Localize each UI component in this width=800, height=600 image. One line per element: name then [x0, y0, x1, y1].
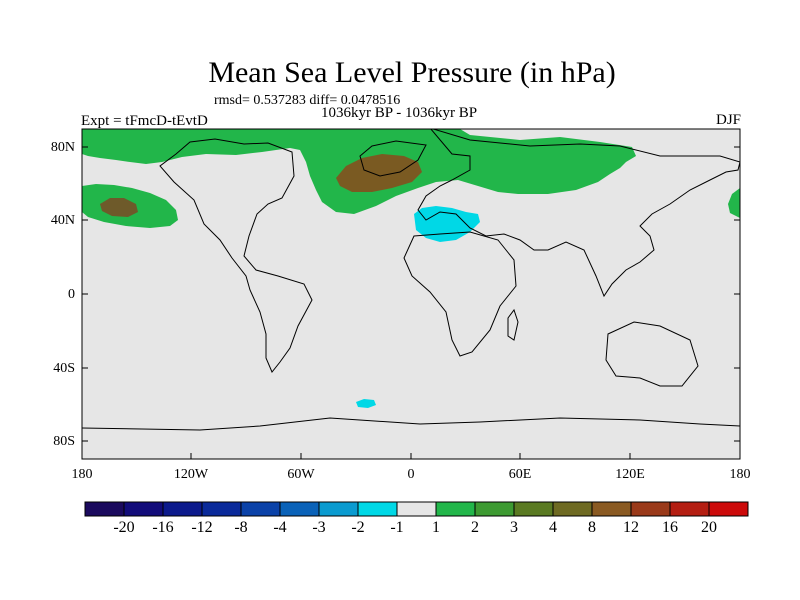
colorbar-swatch — [630, 501, 671, 517]
y-tick-label: 80N — [50, 140, 75, 155]
colorbar-swatch — [357, 501, 398, 517]
colorbar-swatch — [474, 501, 515, 517]
y-tick-label: 40S — [53, 361, 75, 376]
colorbar-label: 4 — [549, 519, 557, 536]
negative-region-mediterranean — [414, 206, 480, 242]
map-frame — [81, 128, 741, 460]
colorbar-swatch — [318, 501, 359, 517]
colorbar-swatch — [552, 501, 593, 517]
period-label: 1036kyr BP - 1036kyr BP — [321, 105, 478, 121]
season-label: DJF — [715, 112, 741, 128]
colorbar-label: 12 — [623, 519, 639, 536]
colorbar-swatch — [435, 501, 476, 517]
colorbar-label: -20 — [113, 519, 135, 536]
colorbar-label: 16 — [662, 519, 678, 536]
y-tick-label: 40N — [50, 213, 75, 228]
colorbar-label: 2 — [471, 519, 479, 536]
positive-region-east-edge — [728, 188, 740, 218]
y-tick-label: 80S — [53, 434, 75, 449]
colorbar-label: -16 — [152, 519, 174, 536]
colorbar-swatch — [162, 501, 203, 517]
colorbar-swatch — [591, 501, 632, 517]
colorbar-swatch — [513, 501, 554, 517]
colorbar-label: 3 — [510, 519, 518, 536]
map-title: Mean Sea Level Pressure (in hPa) — [208, 56, 616, 89]
colorbar-swatch — [669, 501, 710, 517]
colorbar-swatch — [708, 501, 749, 517]
colorbar-swatch — [396, 501, 437, 517]
colorbar-swatch — [279, 501, 320, 517]
map-frame-ticks — [82, 146, 740, 459]
x-tick-label: 120E — [615, 467, 645, 482]
colorbar-label: -2 — [351, 519, 365, 536]
colorbar-label: 8 — [588, 519, 596, 536]
x-tick-label: 120W — [173, 467, 209, 482]
positive-region-pacific-core — [100, 198, 138, 217]
negative-region-south-atlantic — [356, 399, 376, 408]
x-tick-label: 0 — [407, 467, 415, 482]
colorbar-label: -12 — [191, 519, 213, 536]
colorbar-label: -3 — [312, 519, 326, 536]
colorbar-swatch — [84, 501, 125, 517]
colorbar-label: -1 — [390, 519, 404, 536]
y-tick-label: 0 — [68, 287, 75, 302]
colorbar-swatch — [123, 501, 164, 517]
colorbar-label: 20 — [701, 519, 717, 536]
colorbar-label: 1 — [432, 519, 440, 536]
experiment-label: Expt = tFmcD-tEvtD — [81, 113, 208, 129]
stats-line: rmsd= 0.537283 diff= 0.0478516 — [214, 93, 401, 108]
coastlines — [82, 129, 740, 431]
colorbar-swatch — [240, 501, 281, 517]
x-tick-label: 60W — [287, 467, 315, 482]
colorbar-label: -8 — [234, 519, 248, 536]
x-tick-label: 180 — [729, 467, 751, 482]
colorbar — [84, 501, 749, 517]
colorbar-swatch — [201, 501, 242, 517]
x-tick-label: 180 — [71, 467, 93, 482]
colorbar-label: -4 — [273, 519, 287, 536]
positive-region-greenland-core — [336, 154, 422, 192]
x-tick-label: 60E — [508, 467, 532, 482]
